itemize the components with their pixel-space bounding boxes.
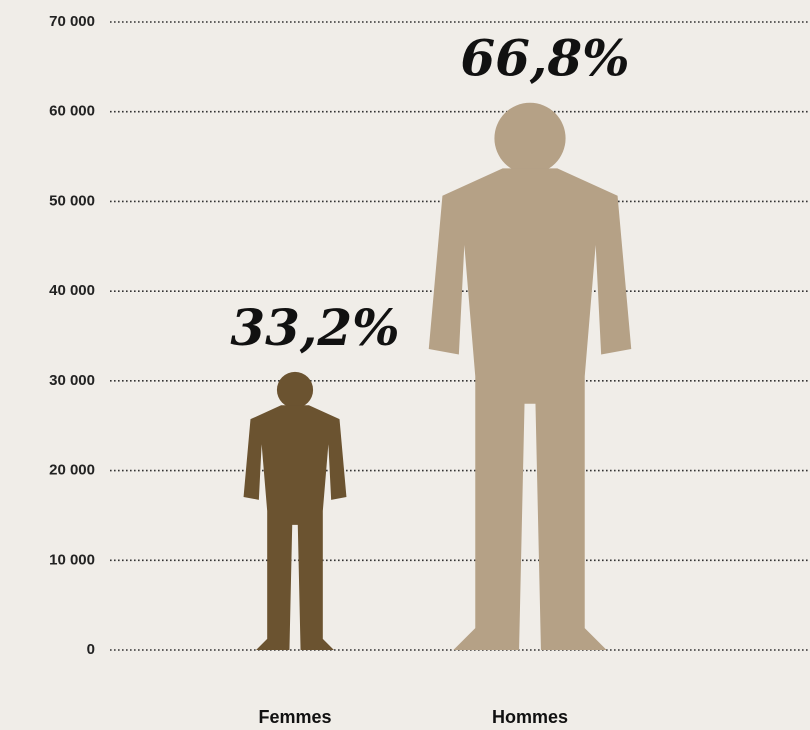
y-tick-label: 20 000 bbox=[49, 462, 95, 479]
y-tick-label: 10 000 bbox=[49, 551, 95, 568]
y-tick-label: 60 000 bbox=[49, 103, 95, 120]
annotation: 66,8% bbox=[460, 29, 629, 88]
body bbox=[243, 405, 347, 650]
head bbox=[494, 102, 566, 174]
body bbox=[428, 168, 632, 651]
x-tick-label: Hommes bbox=[492, 707, 568, 727]
x-tick-label: Femmes bbox=[258, 707, 331, 727]
head bbox=[276, 371, 314, 409]
person-silhouette bbox=[428, 102, 632, 651]
y-tick-label: 70 000 bbox=[49, 13, 95, 30]
y-tick-label: 0 bbox=[87, 641, 95, 658]
person-silhouette bbox=[243, 371, 347, 650]
y-tick-label: 50 000 bbox=[49, 192, 95, 209]
y-tick-label: 40 000 bbox=[49, 282, 95, 299]
annotation: 33,2% bbox=[230, 298, 399, 357]
y-tick-label: 30 000 bbox=[49, 372, 95, 389]
